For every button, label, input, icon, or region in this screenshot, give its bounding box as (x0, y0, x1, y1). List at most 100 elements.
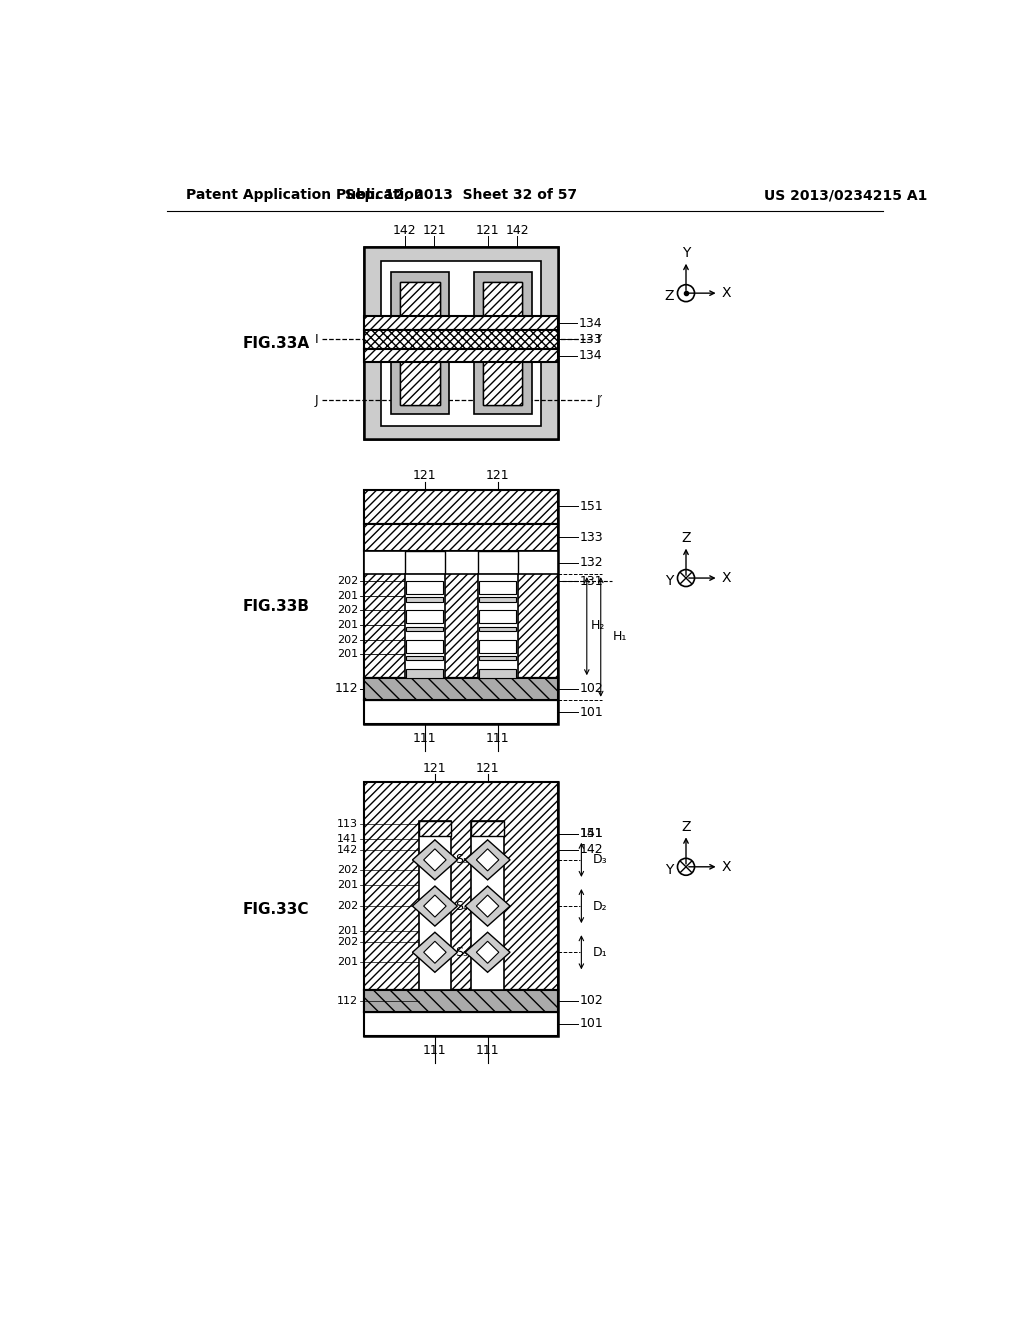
Bar (471, 821, 504, 836)
Text: 121: 121 (413, 469, 436, 482)
Bar (407, 656, 443, 660)
Bar (407, 597, 443, 602)
Polygon shape (476, 849, 499, 871)
Polygon shape (424, 941, 446, 964)
Text: Z: Z (681, 531, 691, 545)
Bar (483, 281, 522, 405)
Bar (365, 1011, 558, 1036)
Text: FIG.33C: FIG.33C (243, 902, 309, 916)
Polygon shape (476, 941, 499, 964)
Text: 202: 202 (337, 902, 358, 911)
Bar (365, 330, 558, 348)
Polygon shape (465, 932, 510, 973)
Text: 201: 201 (337, 620, 358, 630)
Text: FIG.33B: FIG.33B (243, 599, 309, 614)
Bar (365, 247, 558, 440)
Bar (407, 581, 443, 594)
Text: 112: 112 (335, 682, 358, 696)
Bar (419, 821, 452, 836)
Text: 111: 111 (476, 1044, 500, 1056)
Text: 121: 121 (422, 223, 445, 236)
Text: S₃: S₃ (455, 945, 468, 958)
Bar (381, 261, 541, 425)
Text: D₁: D₁ (593, 945, 607, 958)
Text: 142: 142 (505, 223, 528, 236)
Bar (365, 990, 558, 1011)
Bar (479, 610, 516, 623)
Text: 111: 111 (423, 1044, 446, 1056)
Bar (479, 627, 516, 631)
Polygon shape (476, 895, 499, 917)
Bar (365, 317, 558, 330)
Text: 202: 202 (337, 865, 358, 875)
Text: H₁: H₁ (612, 630, 627, 643)
Bar (404, 574, 445, 678)
Text: Patent Application Publication: Patent Application Publication (186, 189, 424, 202)
Text: J: J (314, 393, 317, 407)
Text: X: X (722, 859, 731, 874)
Bar (479, 597, 516, 602)
Text: I: I (314, 333, 317, 346)
Bar (365, 781, 558, 1036)
Bar (474, 272, 531, 414)
Polygon shape (465, 840, 510, 880)
Text: S₄: S₄ (455, 899, 468, 912)
Text: 101: 101 (580, 705, 603, 718)
Bar (479, 581, 516, 594)
Text: Z: Z (681, 820, 691, 834)
Bar (407, 627, 443, 631)
Bar (407, 610, 443, 623)
Text: 202: 202 (337, 635, 358, 644)
Text: 142: 142 (580, 843, 603, 857)
Text: 201: 201 (337, 879, 358, 890)
Text: 121: 121 (476, 223, 500, 236)
Text: Sep. 12, 2013  Sheet 32 of 57: Sep. 12, 2013 Sheet 32 of 57 (345, 189, 578, 202)
Bar (365, 990, 558, 1011)
Text: 202: 202 (337, 606, 358, 615)
Bar (365, 552, 558, 574)
Polygon shape (413, 886, 458, 927)
Bar (407, 640, 443, 653)
Text: 142: 142 (393, 223, 417, 236)
Text: 121: 121 (476, 762, 500, 775)
Bar (365, 524, 558, 552)
Text: 202: 202 (337, 576, 358, 586)
Bar (365, 781, 558, 990)
Polygon shape (424, 849, 446, 871)
Text: Y: Y (682, 246, 690, 260)
Text: Z: Z (665, 289, 674, 304)
Bar (479, 640, 516, 653)
Text: 201: 201 (337, 957, 358, 968)
Bar (477, 552, 518, 574)
Bar (483, 281, 522, 405)
Text: 133: 133 (580, 531, 603, 544)
Bar (471, 821, 504, 990)
Text: D₂: D₂ (593, 899, 607, 912)
Bar (400, 281, 439, 405)
Polygon shape (413, 840, 458, 880)
Text: Y: Y (666, 863, 674, 876)
Polygon shape (465, 886, 510, 927)
Bar (419, 821, 452, 990)
Text: US 2013/0234215 A1: US 2013/0234215 A1 (764, 189, 927, 202)
Bar (365, 552, 558, 678)
Text: 201: 201 (337, 925, 358, 936)
Text: 111: 111 (413, 731, 436, 744)
Bar (479, 669, 516, 678)
Text: 111: 111 (485, 731, 510, 744)
Text: 141: 141 (337, 834, 358, 843)
Text: 201: 201 (337, 591, 358, 601)
Bar (365, 247, 558, 440)
Text: 113: 113 (337, 820, 358, 829)
Text: 151: 151 (580, 828, 603, 841)
Text: 121: 121 (485, 469, 510, 482)
Text: 101: 101 (580, 1018, 603, 1031)
Text: X: X (722, 572, 731, 585)
Bar (365, 490, 558, 725)
Text: 142: 142 (337, 845, 358, 855)
Text: 134: 134 (579, 317, 602, 330)
Text: 102: 102 (580, 994, 603, 1007)
Text: 201: 201 (337, 649, 358, 659)
Text: 132: 132 (580, 556, 603, 569)
Text: D₃: D₃ (593, 853, 607, 866)
